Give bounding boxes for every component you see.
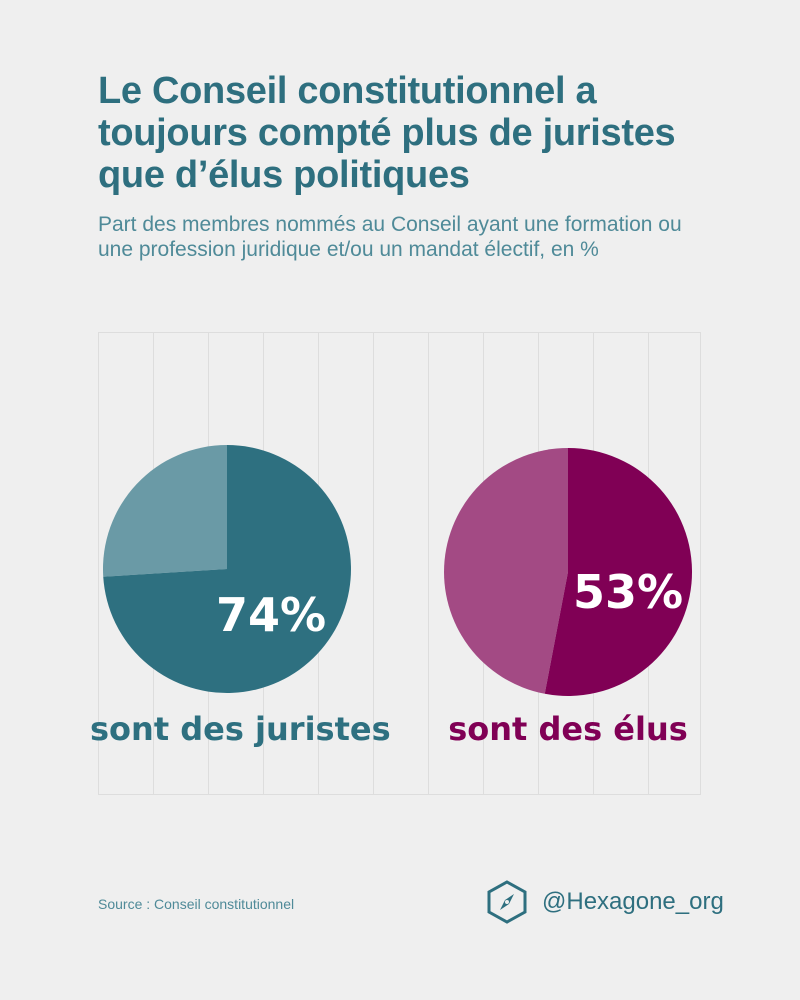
pie-slice-value xyxy=(103,445,351,693)
compass-hexagon-icon xyxy=(487,880,527,924)
pie-value-label: 53% xyxy=(573,565,683,619)
pie-value-label: 74% xyxy=(216,588,326,642)
brand: @Hexagone_org xyxy=(486,880,724,924)
pie-slice-remainder xyxy=(102,445,227,577)
pie-chart-juristes: 74% xyxy=(102,445,351,693)
chart-subtitle: Part des membres nommés au Conseil ayant… xyxy=(98,213,682,261)
source-note: Source : Conseil constitutionnel xyxy=(98,896,295,912)
caption-juristes: sont des juristes xyxy=(90,710,391,748)
chart-title: Le Conseil constitutionnel a toujours co… xyxy=(98,70,676,196)
pie-slice-remainder xyxy=(444,448,568,694)
caption-elus: sont des élus xyxy=(448,710,688,748)
grid-line xyxy=(428,333,429,794)
brand-handle: @Hexagone_org xyxy=(542,888,724,915)
pie-slice-value xyxy=(544,448,693,696)
pie-chart-elus: 53% xyxy=(444,448,693,696)
grid-line xyxy=(373,333,374,794)
